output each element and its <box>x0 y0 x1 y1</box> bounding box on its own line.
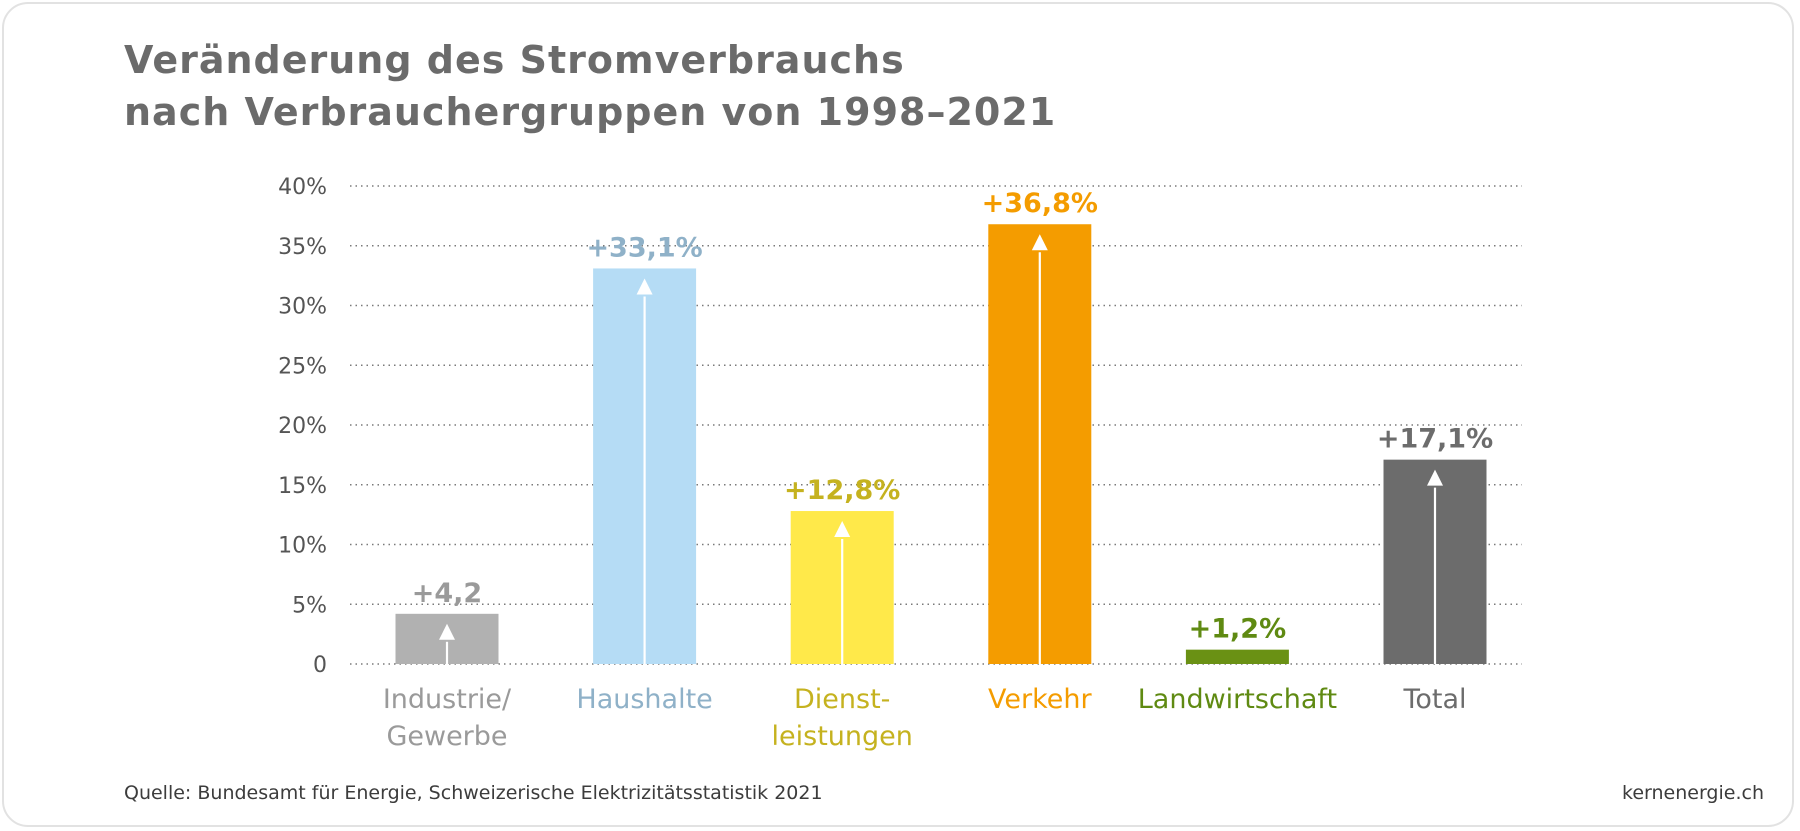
x-tick-label: Industrie/ <box>383 684 512 715</box>
y-tick-label: 20% <box>278 414 327 439</box>
x-tick-label: Landwirtschaft <box>1138 684 1337 715</box>
data-label: +33,1% <box>586 232 702 263</box>
source-note: Quelle: Bundesamt für Energie, Schweizer… <box>124 782 823 804</box>
chart-title-line-1: Veränderung des Stromverbrauchs <box>124 38 905 82</box>
x-tick-label: Dienst- <box>794 684 890 715</box>
chart-title-line-2: nach Verbrauchergruppen von 1998–2021 <box>124 90 1057 134</box>
bar-arrow-head <box>1427 469 1443 486</box>
y-tick-label: 40% <box>278 175 327 200</box>
data-label: +36,8% <box>982 188 1098 219</box>
bar-arrow-head <box>834 521 851 538</box>
y-tick-label: 15% <box>278 474 327 499</box>
brand-label: kernenergie.ch <box>1622 782 1764 804</box>
y-tick-label: 30% <box>278 295 327 320</box>
y-tick-label: 35% <box>278 235 327 260</box>
data-label: +1,2% <box>1189 614 1287 645</box>
y-tick-label: 0 <box>313 653 327 678</box>
x-tick-label: leistungen <box>772 721 913 752</box>
y-tick-label: 5% <box>292 593 327 618</box>
bar-arrow-head <box>1031 234 1048 251</box>
bar-arrow-head <box>636 278 653 295</box>
y-tick-label: 10% <box>278 534 327 559</box>
y-tick-label: 25% <box>278 354 327 379</box>
data-label: +12,8% <box>784 475 900 506</box>
x-tick-label: Total <box>1402 684 1466 715</box>
x-tick-label: Verkehr <box>988 684 1092 715</box>
data-label: +17,1% <box>1377 424 1493 455</box>
bar <box>1185 649 1289 664</box>
x-tick-label: Haushalte <box>576 684 712 715</box>
chart-title: Veränderung des Stromverbrauchs nach Ver… <box>124 34 1056 138</box>
data-label: +4,2 <box>412 578 482 609</box>
x-tick-label: Gewerbe <box>386 721 507 752</box>
bar-arrow-head <box>439 623 455 640</box>
